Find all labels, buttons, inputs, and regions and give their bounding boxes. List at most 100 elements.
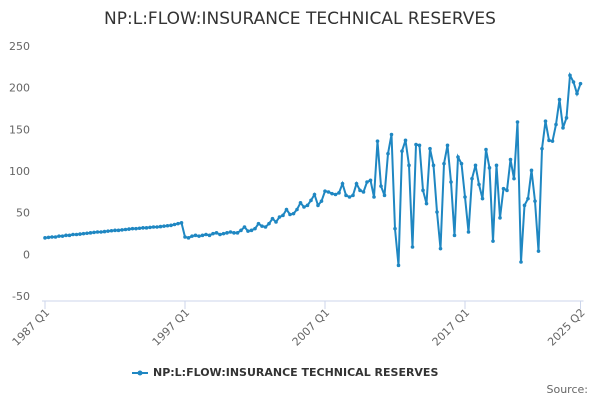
point <box>354 181 359 186</box>
point <box>564 116 569 120</box>
point <box>60 234 65 238</box>
point <box>540 146 544 151</box>
point <box>473 163 478 168</box>
point <box>148 225 152 230</box>
point <box>228 230 233 234</box>
point <box>375 139 380 143</box>
point <box>137 226 142 231</box>
point <box>316 203 320 208</box>
point <box>169 223 173 228</box>
point <box>466 230 471 234</box>
point <box>246 229 250 233</box>
y-tick-label: -50 <box>12 290 30 303</box>
point <box>424 201 429 206</box>
point <box>515 120 520 124</box>
point <box>508 157 513 162</box>
point <box>85 231 89 236</box>
point <box>428 146 432 151</box>
point <box>438 246 443 251</box>
point <box>319 199 324 203</box>
point <box>529 168 534 173</box>
point <box>214 231 219 235</box>
source: Source: <box>547 383 589 396</box>
point <box>498 216 502 220</box>
point <box>533 199 537 203</box>
point <box>235 231 240 235</box>
y-tick-label: 100 <box>9 165 30 178</box>
y-tick-label: 250 <box>9 40 30 53</box>
point <box>200 233 205 238</box>
point <box>400 149 404 153</box>
point <box>536 249 541 253</box>
x-tick-label: 2017 Q1 <box>430 306 473 349</box>
point <box>158 224 163 229</box>
point <box>550 139 555 143</box>
point <box>501 186 506 191</box>
point <box>340 181 345 186</box>
x-tick-label: 1987 Q1 <box>10 306 53 349</box>
point <box>526 196 530 201</box>
point <box>571 80 576 84</box>
point <box>333 192 338 197</box>
point <box>442 161 446 166</box>
point <box>477 182 481 187</box>
point <box>487 166 492 170</box>
point <box>113 228 117 233</box>
point <box>312 192 317 197</box>
point <box>351 193 355 198</box>
point <box>410 245 415 249</box>
point <box>491 239 495 243</box>
point <box>557 97 562 102</box>
point <box>249 228 254 233</box>
point <box>554 122 558 127</box>
point <box>368 178 373 183</box>
point <box>134 226 138 231</box>
point <box>302 205 306 209</box>
point <box>578 81 583 86</box>
point <box>494 163 499 168</box>
point <box>123 227 128 232</box>
point <box>407 163 411 168</box>
y-tick-label: 150 <box>9 123 30 136</box>
point <box>127 227 131 231</box>
point <box>291 211 296 216</box>
point <box>505 188 509 193</box>
y-tick-label: 0 <box>23 248 30 261</box>
point <box>519 260 523 264</box>
point <box>568 73 572 78</box>
point <box>256 221 261 226</box>
point <box>452 233 457 238</box>
point <box>221 231 226 236</box>
point <box>445 143 450 148</box>
point <box>393 226 397 231</box>
point <box>323 189 327 193</box>
point <box>382 193 387 198</box>
point <box>295 207 299 212</box>
point <box>561 126 565 130</box>
point <box>151 225 156 229</box>
point <box>386 151 390 156</box>
point <box>155 225 159 229</box>
point <box>88 231 93 235</box>
x-tick-label: 2025 Q2 <box>545 306 588 349</box>
point <box>186 236 191 240</box>
point <box>358 188 362 193</box>
point <box>267 221 271 226</box>
point <box>347 195 352 199</box>
point <box>53 235 58 239</box>
point <box>162 224 166 228</box>
point <box>288 212 292 217</box>
point <box>547 138 551 143</box>
point <box>372 195 376 199</box>
point <box>274 220 278 224</box>
legend-marker <box>137 370 143 376</box>
point <box>365 180 369 184</box>
point <box>99 230 103 234</box>
point <box>344 193 348 198</box>
point <box>43 236 47 240</box>
point <box>144 226 149 230</box>
point <box>435 210 439 214</box>
point <box>512 176 516 181</box>
point <box>211 231 215 236</box>
